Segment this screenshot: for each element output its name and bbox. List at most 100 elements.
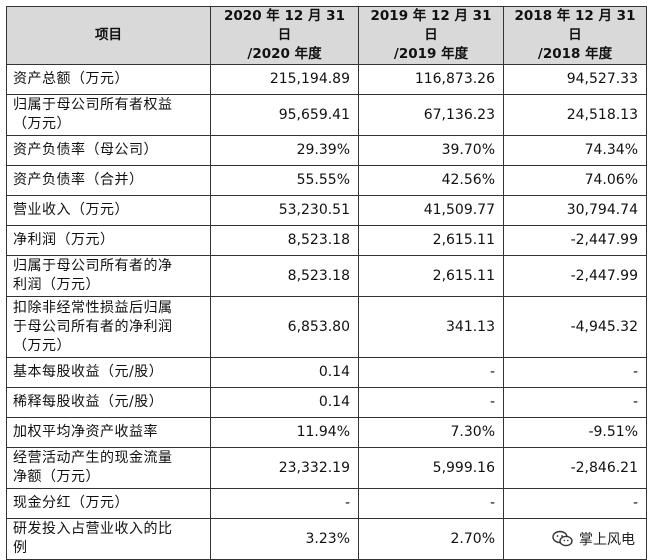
row-label-line: 例 bbox=[13, 540, 28, 556]
cell-2019: 5,999.16 bbox=[358, 447, 504, 489]
cell-2019: 2.70% bbox=[358, 518, 504, 560]
cell-2019: 2,615.11 bbox=[358, 225, 504, 256]
row-label-line: 研发投入占营业收入的比 bbox=[13, 521, 173, 537]
header-2020: 2020 年 12 月 31 日 /2020 年度 bbox=[210, 6, 359, 65]
row-label: 营业收入（万元） bbox=[6, 195, 211, 226]
row-label: 资产总额（万元） bbox=[6, 64, 211, 95]
cell-2020: 8,523.18 bbox=[210, 225, 359, 256]
row-label: 加权平均净资产收益率 bbox=[6, 417, 211, 448]
table-row: 基本每股收益（元/股） 0.14- - bbox=[6, 357, 647, 388]
table-row: 净利润（万元） 8,523.18 2,615.11 -2,447.99 bbox=[6, 225, 647, 256]
cell-2019: 341.13 bbox=[358, 296, 504, 358]
cell-2018: 30,794.74 bbox=[503, 195, 647, 226]
cell-2018: 74.06% bbox=[503, 165, 647, 196]
row-label: 稀释每股收益（元/股） bbox=[6, 387, 211, 418]
table-row: 扣除非经常性损益后归属 于母公司所有者的净利润 （万元） 6,853.80 341.13… bbox=[6, 296, 647, 358]
cell-2018: -2,846.21 bbox=[503, 447, 647, 489]
row-label-line: 加权平均净资产收益率 bbox=[13, 424, 158, 440]
cell-2019: 116,873.26 bbox=[358, 64, 504, 95]
cell-2020: 0.14 bbox=[210, 387, 359, 418]
row-label: 研发投入占营业收入的比例 bbox=[6, 518, 211, 560]
row-label: 净利润（万元） bbox=[6, 225, 211, 256]
header-2018-line1: 2018 年 12 月 31 日 bbox=[514, 8, 636, 43]
cell-2019: 39.70% bbox=[358, 135, 504, 166]
cell-2018: 74.34% bbox=[503, 135, 647, 166]
row-label-line: 利润（万元） bbox=[13, 277, 100, 293]
row-label-line: 营业收入（万元） bbox=[13, 202, 129, 218]
header-item: 项目 bbox=[6, 6, 211, 65]
cell-2019: - bbox=[358, 357, 504, 388]
cell-2019: 67,136.23 bbox=[358, 94, 504, 136]
row-label: 资产负债率（合并） bbox=[6, 165, 211, 196]
cell-2020: 0.14 bbox=[210, 357, 359, 388]
header-2020-line1: 2020 年 12 月 31 日 bbox=[224, 8, 345, 43]
cell-2018: -2,447.99 bbox=[503, 255, 647, 297]
row-label: 现金分红（万元） bbox=[6, 488, 211, 519]
row-label-line: 扣除非经常性损益后归属 bbox=[13, 299, 173, 316]
cell-2019: 2,615.11 bbox=[358, 255, 504, 297]
cell-2019: - bbox=[358, 387, 504, 418]
header-2020-line2: /2020 年度 bbox=[247, 46, 322, 62]
cell-2018: - bbox=[503, 387, 647, 418]
cell-2020: 3.23% bbox=[210, 518, 359, 560]
cell-2020: - bbox=[210, 488, 359, 519]
table-row: 资产负债率（母公司） 29.39% 39.70% 74.34% bbox=[6, 135, 647, 166]
row-label-line: 净额（万元） bbox=[13, 469, 100, 485]
cell-2018: -2,447.99 bbox=[503, 225, 647, 256]
header-2018: 2018 年 12 月 31 日 /2018 年度 bbox=[503, 6, 647, 65]
row-label-line: 资产负债率（母公司） bbox=[13, 142, 158, 158]
row-label-line: （万元） bbox=[13, 337, 71, 354]
cell-2020: 55.55% bbox=[210, 165, 359, 196]
row-label: 归属于母公司所有者的净 利润（万元） bbox=[6, 255, 211, 297]
cell-2020: 8,523.18 bbox=[210, 255, 359, 297]
cell-2020: 95,659.41 bbox=[210, 94, 359, 136]
row-label-line: 资产总额（万元） bbox=[13, 71, 129, 87]
table-row: 现金分红（万元） - - - bbox=[6, 488, 647, 519]
table-row: 稀释每股收益（元/股） 0.14- - bbox=[6, 387, 647, 418]
cell-2020: 6,853.80 bbox=[210, 296, 359, 358]
watermark: 掌上风电 bbox=[549, 528, 638, 550]
row-label-line: 归属于母公司所有者的净 bbox=[13, 258, 173, 274]
cell-2020: 215,194.89 bbox=[210, 64, 359, 95]
header-2018-line2: /2018 年度 bbox=[537, 46, 613, 62]
row-label-line: 净利润（万元） bbox=[13, 232, 115, 248]
row-label-line: 基本每股收益（元/股） bbox=[13, 364, 164, 380]
wechat-icon bbox=[552, 530, 574, 548]
cell-2018: - bbox=[503, 488, 647, 519]
row-label: 基本每股收益（元/股） bbox=[6, 357, 211, 388]
watermark-text: 掌上风电 bbox=[579, 532, 635, 548]
financial-data-table: 项目 2020 年 12 月 31 日 /2020 年度 2019 年 12 月… bbox=[6, 6, 647, 560]
row-label-line: 现金分红（万元） bbox=[13, 495, 129, 511]
cell-2020: 11.94% bbox=[210, 417, 359, 448]
cell-2018: 94,527.33 bbox=[503, 64, 647, 95]
row-label: 经营活动产生的现金流量 净额（万元） bbox=[6, 447, 211, 489]
cell-2018: 24,518.13 bbox=[503, 94, 647, 136]
cell-2020: 29.39% bbox=[210, 135, 359, 166]
table-row: 营业收入（万元） 53,230.51 41,509.77 30,794.74 bbox=[6, 195, 647, 226]
cell-2018: -9.51% bbox=[503, 417, 647, 448]
table-row: 研发投入占营业收入的比例 3.23% 2.70% bbox=[6, 518, 647, 560]
cell-2020: 53,230.51 bbox=[210, 195, 359, 226]
row-label-line: 稀释每股收益（元/股） bbox=[13, 394, 164, 410]
header-2019-line2: /2019 年度 bbox=[393, 46, 469, 62]
row-label: 扣除非经常性损益后归属 于母公司所有者的净利润 （万元） bbox=[6, 296, 211, 358]
table-row: 资产负债率（合并） 55.55% 42.56% 74.06% bbox=[6, 165, 647, 196]
row-label-line: 经营活动产生的现金流量 bbox=[13, 450, 173, 466]
row-label: 归属于母公司所有者权益 （万元） bbox=[6, 94, 211, 136]
cell-2019: 41,509.77 bbox=[358, 195, 504, 226]
header-row: 项目 2020 年 12 月 31 日 /2020 年度 2019 年 12 月… bbox=[6, 6, 647, 65]
row-label-line: 资产负债率（合并） bbox=[13, 172, 144, 188]
table-row: 资产总额（万元） 215,194.89 116,873.26 94,527.33 bbox=[6, 64, 647, 95]
row-label-line: 于母公司所有者的净利润 bbox=[13, 318, 173, 335]
table-row: 归属于母公司所有者权益 （万元） 95,659.41 67,136.23 24,518.… bbox=[6, 94, 647, 136]
cell-2019: 42.56% bbox=[358, 165, 504, 196]
row-label: 资产负债率（母公司） bbox=[6, 135, 211, 166]
row-label-line: 归属于母公司所有者权益 bbox=[13, 97, 173, 113]
table-row: 经营活动产生的现金流量 净额（万元） 23,332.19 5,999.16 -2,846… bbox=[6, 447, 647, 489]
header-2019: 2019 年 12 月 31 日 /2019 年度 bbox=[358, 6, 504, 65]
table-row: 归属于母公司所有者的净 利润（万元） 8,523.18 2,615.11 -2,447.… bbox=[6, 255, 647, 297]
cell-2018: -4,945.32 bbox=[503, 296, 647, 358]
cell-2018: - bbox=[503, 357, 647, 388]
header-2019-line1: 2019 年 12 月 31 日 bbox=[370, 8, 492, 43]
row-label-line: （万元） bbox=[13, 116, 71, 132]
